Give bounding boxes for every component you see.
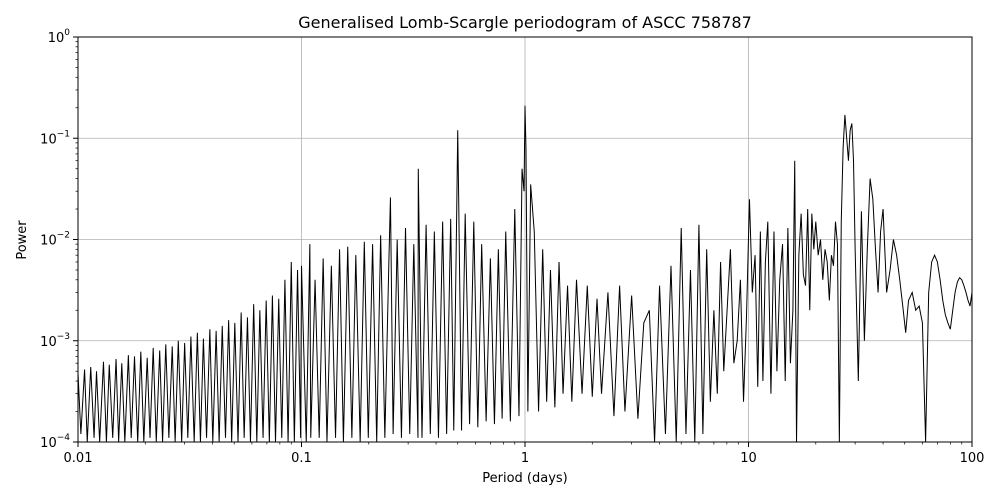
y-tick-base: 10 (40, 436, 57, 451)
y-axis-label: Power (15, 220, 30, 260)
x-tick-label: 0.01 (64, 451, 93, 466)
y-tick-exponent: −4 (57, 433, 71, 443)
plot-area (78, 105, 972, 442)
y-tick-exponent: −3 (57, 332, 70, 342)
y-tick-label: 10−3 (40, 332, 70, 350)
y-tick-label: 10−1 (40, 129, 70, 147)
y-tick-exponent: −2 (57, 231, 70, 241)
chart-title: Generalised Lomb-Scargle periodogram of … (298, 13, 752, 32)
y-tick-label: 10−4 (40, 433, 70, 451)
x-tick-label: 100 (960, 451, 985, 466)
y-tick-label: 10−2 (40, 231, 70, 249)
x-tick-label: 1 (521, 451, 529, 466)
y-tick-base: 10 (40, 234, 57, 249)
y-tick-exponent: −1 (57, 129, 70, 139)
y-tick-exponent: 0 (64, 28, 70, 38)
x-tick-label: 0.1 (291, 451, 312, 466)
x-axis-ticks: 0.01 0.1 1 10 100 (64, 442, 985, 466)
x-tick-label: 10 (740, 451, 757, 466)
y-tick-base: 10 (48, 31, 65, 46)
y-tick-label: 100 (48, 28, 71, 46)
x-axis-label: Period (days) (482, 471, 568, 486)
periodogram-line (78, 105, 972, 442)
y-tick-base: 10 (40, 335, 57, 350)
y-tick-base: 10 (40, 132, 57, 147)
